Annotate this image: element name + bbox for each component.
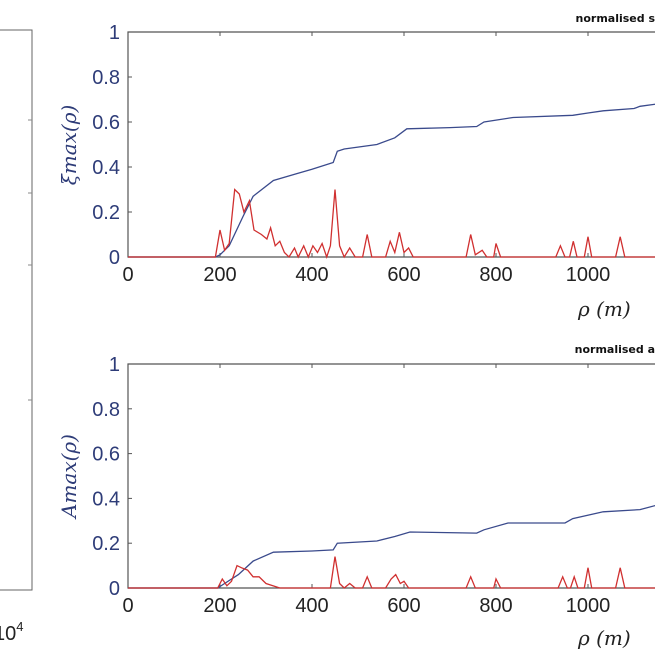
chart-title: normalised s: [576, 12, 655, 25]
y-tick-label: 0: [109, 247, 120, 269]
x-tick-label: 600: [387, 264, 420, 286]
x-tick-label: 1000: [566, 264, 611, 286]
a-max-panel: 0 0.2 0.4 0.6 0.8 1 0 200 400 600 800 1000 normalise…: [57, 343, 655, 650]
xi-max-panel: 0 0.2 0.4 0.6 0.8 1 0 200 400 600 800 1000 normalise…: [57, 12, 655, 321]
chart-title: normalised a: [575, 343, 655, 356]
blue-series-line: [128, 504, 655, 589]
left-panel: 104: [0, 29, 33, 645]
y-tick-label: 0.6: [92, 444, 120, 466]
red-series-line: [128, 556, 655, 589]
red-series-line: [128, 188, 655, 260]
x-tick-label: 400: [295, 595, 328, 617]
x-tick-label: 400: [295, 264, 328, 286]
y-tick-label: 0.8: [92, 399, 120, 421]
x-tick-label: 600: [387, 595, 420, 617]
x-tick-label: 800: [479, 595, 512, 617]
y-tick-label: 0.6: [92, 112, 120, 134]
axes-frame: [127, 363, 655, 589]
x-tick-label: 0: [122, 264, 133, 286]
axes-frame: [127, 31, 655, 258]
y-axis-label: Amax(ρ): [57, 434, 81, 520]
y-tick-label: 0.8: [92, 67, 120, 89]
y-tick-label: 0.4: [92, 157, 120, 179]
blue-series-line: [128, 103, 655, 258]
y-tick-label: 0.2: [92, 533, 120, 555]
y-tick-label: 0.4: [92, 488, 120, 510]
y-tick-label: 0: [109, 578, 120, 600]
left-panel-frame: [0, 29, 33, 591]
x-tick-label: 0: [122, 595, 133, 617]
y-tick-label: 1: [109, 354, 120, 376]
y-tick-label: 0.2: [92, 202, 120, 224]
x-tick-label: 800: [479, 264, 512, 286]
y-tick-label: 1: [109, 22, 120, 44]
left-panel-exponent: 104: [0, 619, 23, 645]
x-tick-label: 200: [203, 595, 236, 617]
y-axis-label: ξmax(ρ): [57, 105, 81, 186]
x-tick-label: 200: [203, 264, 236, 286]
x-tick-label: 1000: [566, 595, 611, 617]
x-axis-label: ρ (m): [577, 297, 631, 321]
x-axis-label: ρ (m): [577, 626, 631, 650]
